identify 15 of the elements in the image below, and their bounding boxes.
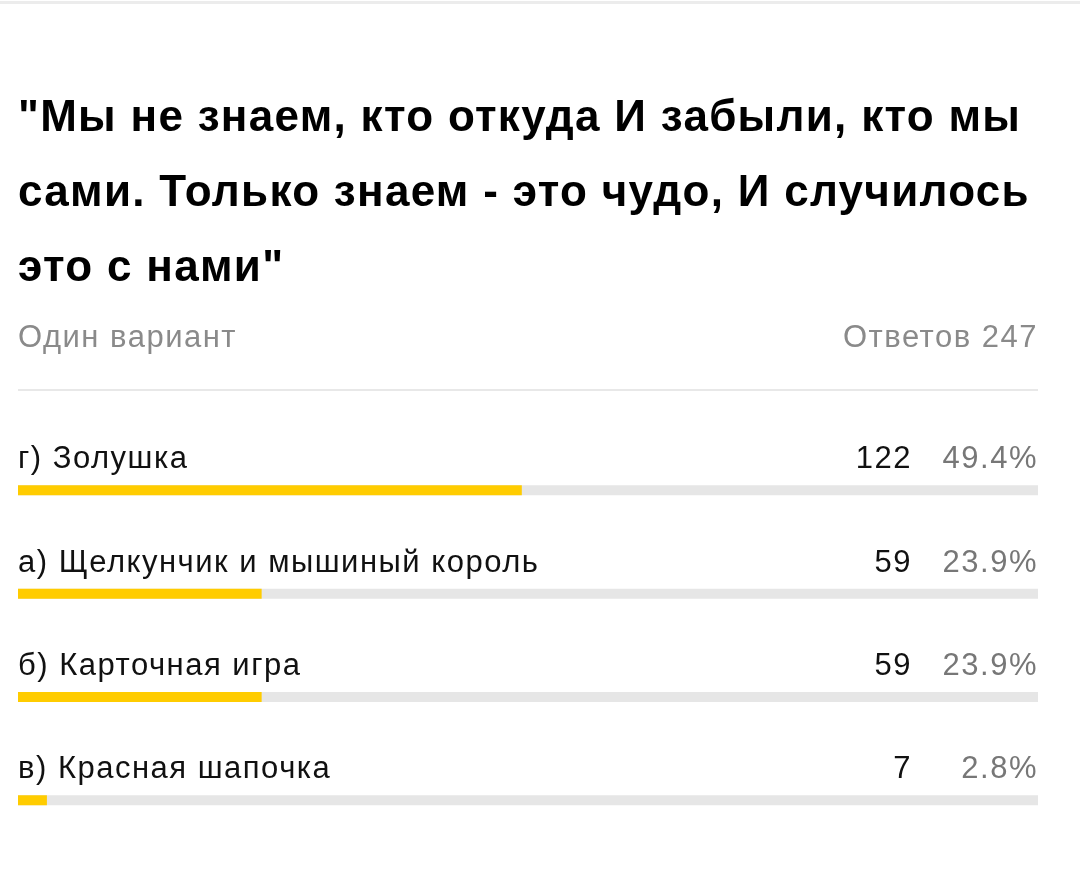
data-label: 122 [855,440,912,476]
text: Ответов 247 [842,319,1038,355]
data-label: 59 [874,646,912,682]
annotation: 23.9% [942,646,1038,682]
y-tick-label: а) Щелкунчик и мышиный король [18,543,540,579]
annotation: 2.8% [961,750,1038,786]
y-tick-label: в) Красная шапочка [18,750,332,786]
y-tick-label: б) Карточная игра [18,646,302,682]
data-label: 7 [893,750,912,786]
chart-subtitle: Один вариант [18,319,238,355]
annotation: 23.9% [942,543,1038,579]
chart-title: "Мы не знаем, кто откуда И забыли, кто мы сами. Только знаем - это чудо, И случилось это с нами" [18,90,1031,292]
y-tick-label: г) Золушка [18,440,189,476]
annotation: 49.4% [942,440,1038,476]
data-label: 59 [874,543,912,579]
